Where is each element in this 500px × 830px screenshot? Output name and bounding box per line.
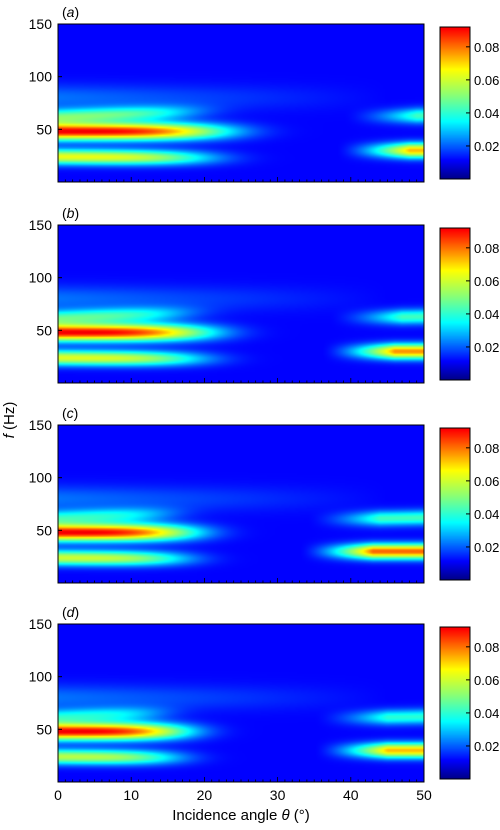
y-axis-label-italic: f [1, 432, 18, 438]
colorbar-tick-label: 0.02 [474, 139, 499, 154]
colorbar-tick-label: 0.06 [474, 474, 499, 489]
colorbar-tick-label: 0.04 [474, 706, 499, 721]
y-tick-label: 100 [29, 470, 53, 486]
panel-label: (d) [62, 604, 79, 620]
x-tick-label: 30 [270, 787, 286, 803]
colorbar-frame [439, 26, 471, 180]
heatmap-image [58, 24, 424, 182]
y-tick-label: 150 [29, 217, 53, 233]
colorbar-tick-label: 0.08 [474, 441, 499, 456]
colorbar-tick-label: 0.02 [474, 540, 499, 555]
panel-a: (a) 50 100 150 0.02 0.04 0.06 0.08 [29, 4, 499, 183]
colorbar-tick-label: 0.02 [474, 340, 499, 355]
colorbar-frame [439, 227, 471, 381]
x-tick-label: 10 [123, 787, 139, 803]
panel-label: (b) [62, 205, 79, 221]
colorbar-tick-label: 0.04 [474, 507, 499, 522]
panel-label: (c) [62, 405, 78, 421]
y-tick-label: 100 [29, 669, 53, 685]
y-tick-label: 100 [29, 69, 53, 85]
y-tick-label: 100 [29, 270, 53, 286]
heatmap-image [58, 425, 424, 583]
colorbar-frame [439, 427, 471, 581]
heatmap-image [58, 624, 424, 782]
colorbar-frame [439, 626, 471, 780]
y-tick-label: 50 [36, 322, 52, 338]
colorbar-tick-label: 0.04 [474, 106, 499, 121]
y-tick-label: 150 [29, 417, 53, 433]
colorbar-tick-label: 0.08 [474, 40, 499, 55]
colorbar-gradient [440, 428, 470, 580]
x-tick-label: 20 [197, 787, 213, 803]
panel-b: (b) 50 100 150 0.02 0.04 0.06 0.08 [29, 205, 499, 384]
panel-d: (d) 50 100 150 0 10 20 30 40 50 0.02 0.04 0.06 0.08 [29, 604, 500, 803]
colorbar-tick-label: 0.06 [474, 73, 499, 88]
colorbar-tick-label: 0.02 [474, 739, 499, 754]
y-tick-label: 50 [36, 721, 52, 737]
y-tick-label: 50 [36, 522, 52, 538]
x-axis-label: Incidence angle θ (°) [172, 807, 310, 824]
x-axis-label-text: Incidence angle [172, 807, 281, 824]
colorbar-tick-label: 0.06 [474, 274, 499, 289]
y-tick-label: 150 [29, 16, 53, 32]
y-tick-label: 150 [29, 616, 53, 632]
heatmap-image [58, 225, 424, 383]
panel-label: (a) [62, 4, 79, 20]
colorbar-tick-label: 0.06 [474, 673, 499, 688]
x-tick-label: 0 [54, 787, 62, 803]
x-axis-label-symbol: θ [281, 807, 289, 824]
x-tick-label: 50 [416, 787, 432, 803]
panel-c: (c) 50 100 150 0.02 0.04 0.06 0.08 [29, 405, 499, 584]
colorbar-gradient [440, 627, 470, 779]
colorbar-tick-label: 0.08 [474, 241, 499, 256]
x-tick-label: 40 [343, 787, 359, 803]
colorbar-tick-label: 0.04 [474, 307, 499, 322]
colorbar-gradient [440, 228, 470, 380]
colorbar-tick-label: 0.08 [474, 640, 499, 655]
y-tick-label: 50 [36, 121, 52, 137]
y-axis-label-unit: (Hz) [1, 402, 18, 435]
colorbar-gradient [440, 27, 470, 179]
y-axis-label: f (Hz) [1, 402, 18, 439]
x-axis-label-unit: (°) [290, 807, 310, 824]
